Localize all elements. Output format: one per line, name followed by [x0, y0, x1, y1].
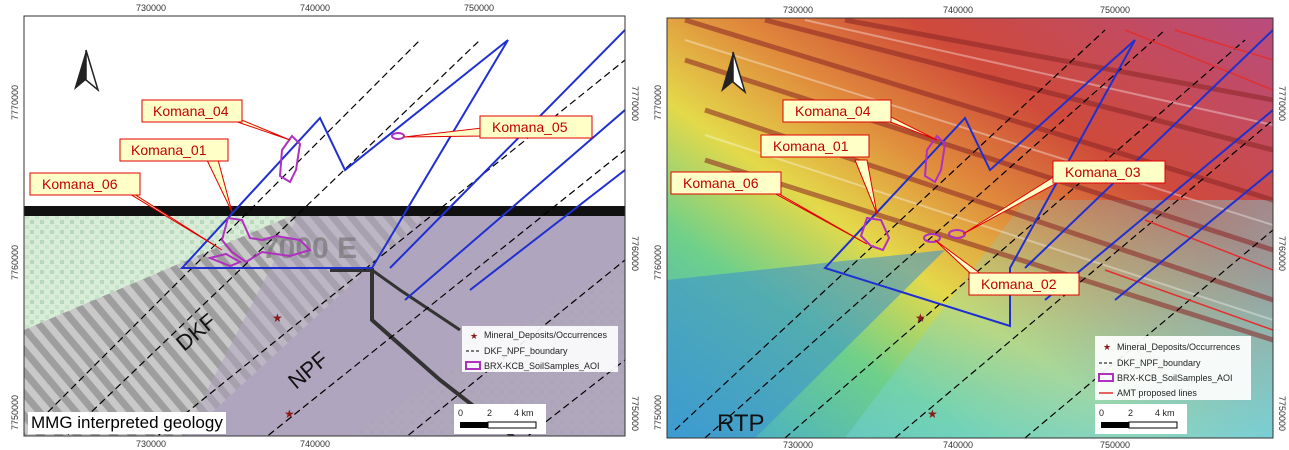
svg-text:★: ★	[470, 331, 478, 341]
legend-aoi: BRX-KCB_SoilSamples_AOI	[1117, 373, 1233, 383]
left-map-svg: 7000 E ★ ★ DKF NPF	[0, 0, 641, 450]
right-tick: 7750000	[630, 396, 640, 431]
callout-komana-04: Komana_04	[141, 99, 291, 141]
top-tick: 740000	[300, 3, 330, 13]
right-tick: 7770000	[630, 86, 640, 121]
svg-text:Komana_05: Komana_05	[492, 119, 568, 135]
top-tick: 730000	[136, 3, 166, 13]
svg-text:2: 2	[1128, 408, 1133, 418]
svg-text:Komana_06: Komana_06	[683, 175, 759, 191]
left-tick: 7760000	[10, 245, 20, 280]
svg-text:Komana_02: Komana_02	[981, 276, 1057, 292]
svg-text:★: ★	[1103, 342, 1111, 352]
svg-text:2: 2	[487, 408, 492, 418]
star-marker-icon: ★	[927, 407, 938, 421]
legend: ★ Mineral_Deposits/Occurrences DKF_NPF_b…	[1095, 336, 1251, 400]
bottom-tick: 750000	[1100, 440, 1130, 450]
callout-komana-03: Komana_03	[962, 160, 1166, 235]
star-marker-icon: ★	[272, 311, 283, 325]
top-tick: 730000	[783, 5, 813, 15]
legend: ★ Mineral_Deposits/Occurrences DKF_NPF_b…	[462, 326, 618, 372]
star-marker-icon: ★	[915, 311, 926, 325]
callout-komana-04: Komana_04	[782, 99, 938, 141]
left-tick: 7760000	[653, 245, 663, 280]
left-tick: 7770000	[10, 85, 20, 120]
legend-deposits: Mineral_Deposits/Occurrences	[484, 330, 608, 340]
right-map-svg: ★ ★ 730000 740000 750000 730000 740000 7…	[645, 0, 1289, 450]
scale-bar: 0 2 4 km	[1095, 404, 1187, 434]
svg-text:Komana_01: Komana_01	[773, 138, 849, 154]
north-arrow-icon	[721, 51, 747, 95]
left-tick: 7750000	[653, 395, 663, 430]
north-arrow-icon	[74, 49, 100, 93]
right-tick: 7760000	[630, 236, 640, 271]
bottom-tick: 740000	[943, 440, 973, 450]
legend-boundary: DKF_NPF_boundary	[1117, 358, 1201, 368]
callout-komana-01: Komana_01	[119, 138, 233, 213]
svg-text:Komana_04: Komana_04	[153, 103, 229, 119]
panel-title: MMG interpreted geology	[28, 412, 226, 434]
svg-text:Komana_04: Komana_04	[795, 103, 871, 119]
right-tick: 7760000	[1277, 236, 1287, 271]
top-tick: 750000	[464, 3, 494, 13]
scale-bar: 0 2 4 km	[454, 404, 546, 434]
legend-amt: AMT proposed lines	[1117, 388, 1197, 398]
svg-text:4 km: 4 km	[1155, 408, 1175, 418]
right-tick: 7750000	[1277, 396, 1287, 431]
bottom-tick: 730000	[136, 439, 166, 449]
svg-text:Komana_01: Komana_01	[131, 142, 207, 158]
callout-komana-02: Komana_02	[934, 239, 1080, 296]
star-marker-icon: ★	[284, 407, 295, 421]
svg-text:Komana_06: Komana_06	[42, 176, 118, 192]
callout-komana-06: Komana_06	[670, 171, 868, 245]
bottom-tick: 730000	[783, 440, 813, 450]
legend-aoi: BRX-KCB_SoilSamples_AOI	[484, 361, 600, 371]
right-map-panel: ★ ★ 730000 740000 750000 730000 740000 7…	[645, 0, 1289, 450]
top-tick: 740000	[943, 5, 973, 15]
left-map-panel: 7000 E ★ ★ DKF NPF	[0, 0, 641, 450]
right-tick: 7770000	[1277, 86, 1287, 121]
callout-komana-05: Komana_05	[403, 115, 593, 139]
callout-komana-01: Komana_01	[760, 134, 878, 215]
panel-title: RTP	[717, 410, 765, 437]
svg-text:0: 0	[1099, 408, 1104, 418]
left-tick: 7770000	[653, 85, 663, 120]
svg-text:Komana_03: Komana_03	[1065, 164, 1141, 180]
left-tick: 7750000	[10, 395, 20, 430]
bottom-tick: 740000	[300, 439, 330, 449]
callout-komana-06: Komana_06	[29, 172, 223, 251]
top-tick: 750000	[1100, 5, 1130, 15]
svg-text:0: 0	[458, 408, 463, 418]
legend-deposits: Mineral_Deposits/Occurrences	[1117, 342, 1241, 352]
legend-boundary: DKF_NPF_boundary	[484, 346, 568, 356]
svg-text:4 km: 4 km	[514, 408, 534, 418]
